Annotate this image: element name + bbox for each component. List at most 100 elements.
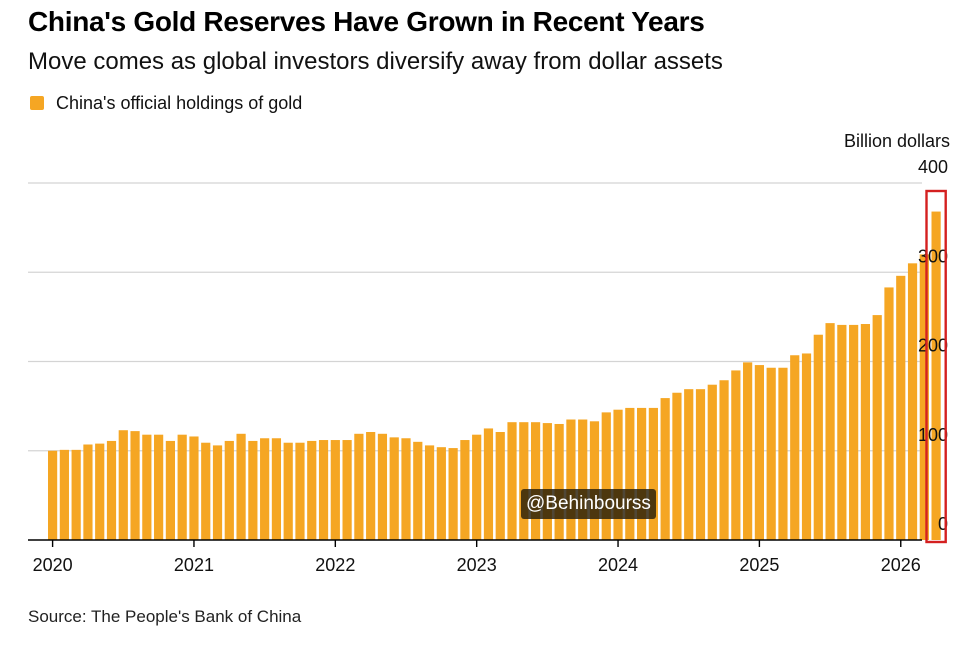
bar	[566, 419, 576, 540]
x-tick-label: 2024	[598, 555, 638, 575]
y-tick-label: 200	[918, 336, 948, 356]
bar	[189, 436, 199, 540]
bar	[790, 355, 800, 540]
bar	[695, 389, 706, 540]
bars	[48, 211, 941, 540]
bar	[318, 440, 329, 540]
bar	[212, 445, 223, 540]
bar	[778, 367, 788, 540]
watermark: @Behinbourss	[521, 489, 656, 519]
bar	[142, 434, 152, 540]
bar	[860, 324, 871, 540]
bar	[743, 362, 753, 540]
bar	[707, 384, 717, 540]
y-tick-label: 300	[918, 246, 948, 266]
bar	[95, 443, 105, 540]
bar	[154, 434, 164, 540]
bar	[637, 407, 647, 540]
bar	[260, 438, 270, 540]
bar	[83, 444, 93, 540]
bar	[731, 370, 741, 540]
bar	[884, 287, 894, 540]
bar	[519, 422, 529, 540]
bar	[271, 438, 282, 540]
gridlines	[28, 182, 922, 452]
y-axis-unit-label: Billion dollars	[843, 131, 950, 151]
bar	[660, 398, 670, 540]
bar	[896, 275, 906, 540]
bar	[507, 422, 517, 540]
x-tick-labels: 2020 2021 2022 2023 2024 2025 2026	[33, 540, 921, 575]
bar	[401, 438, 411, 540]
bar	[330, 440, 340, 540]
bar	[684, 389, 694, 540]
bar	[342, 440, 352, 540]
x-tick-label: 2023	[457, 555, 497, 575]
bar	[130, 431, 140, 540]
legend-swatch	[30, 96, 44, 110]
x-tick-label: 2026	[881, 555, 921, 575]
chart-title: China's Gold Reserves Have Grown in Rece…	[28, 6, 705, 37]
bar	[907, 263, 918, 540]
bar	[919, 254, 929, 540]
bar	[931, 211, 941, 540]
y-tick-label: 0	[938, 514, 948, 534]
highlight	[925, 189, 947, 544]
latest-value-highlight-box	[925, 189, 947, 544]
bar	[495, 432, 505, 540]
bar	[613, 409, 623, 540]
bar	[413, 441, 423, 540]
x-tick-label: 2025	[739, 555, 779, 575]
bar	[71, 449, 81, 540]
bar	[106, 440, 117, 540]
bar	[589, 421, 600, 540]
bar	[177, 434, 187, 540]
bar	[672, 392, 682, 540]
bar	[825, 323, 835, 540]
x-tick-label: 2021	[174, 555, 214, 575]
bar	[295, 442, 305, 540]
bar	[625, 407, 635, 540]
bar	[766, 367, 776, 540]
bar	[530, 422, 541, 540]
bar	[872, 315, 882, 540]
bar	[837, 324, 847, 540]
y-tick-label: 100	[918, 425, 948, 445]
bar	[801, 353, 812, 540]
x-tick-label: 2022	[315, 555, 355, 575]
bar	[436, 447, 446, 540]
bar	[460, 440, 470, 540]
bar	[849, 324, 859, 540]
bar	[48, 450, 58, 540]
bar	[754, 365, 764, 540]
bar	[366, 432, 376, 540]
bar	[224, 440, 234, 540]
bar	[601, 412, 611, 540]
source-note: Source: The People's Bank of China	[28, 607, 302, 626]
bar	[648, 407, 658, 540]
bar	[542, 423, 552, 540]
bar	[118, 430, 128, 540]
bar	[201, 442, 211, 540]
bar	[483, 428, 494, 540]
legend-label: China's official holdings of gold	[56, 92, 303, 113]
bar	[165, 440, 175, 540]
chart-subtitle: Move comes as global investors diversify…	[28, 48, 723, 75]
bar	[719, 380, 729, 540]
bar	[283, 442, 293, 540]
bar	[59, 449, 69, 540]
bar	[236, 433, 246, 540]
bar	[248, 440, 258, 540]
bar	[578, 419, 588, 540]
bar	[389, 437, 399, 540]
bar	[377, 433, 388, 540]
bar	[554, 423, 564, 540]
y-tick-label: 400	[918, 157, 948, 177]
legend: China's official holdings of gold	[30, 92, 302, 114]
x-tick-label: 2020	[33, 555, 73, 575]
bar	[448, 448, 458, 540]
bar	[354, 433, 364, 540]
bar	[813, 334, 823, 540]
bar	[307, 440, 317, 540]
